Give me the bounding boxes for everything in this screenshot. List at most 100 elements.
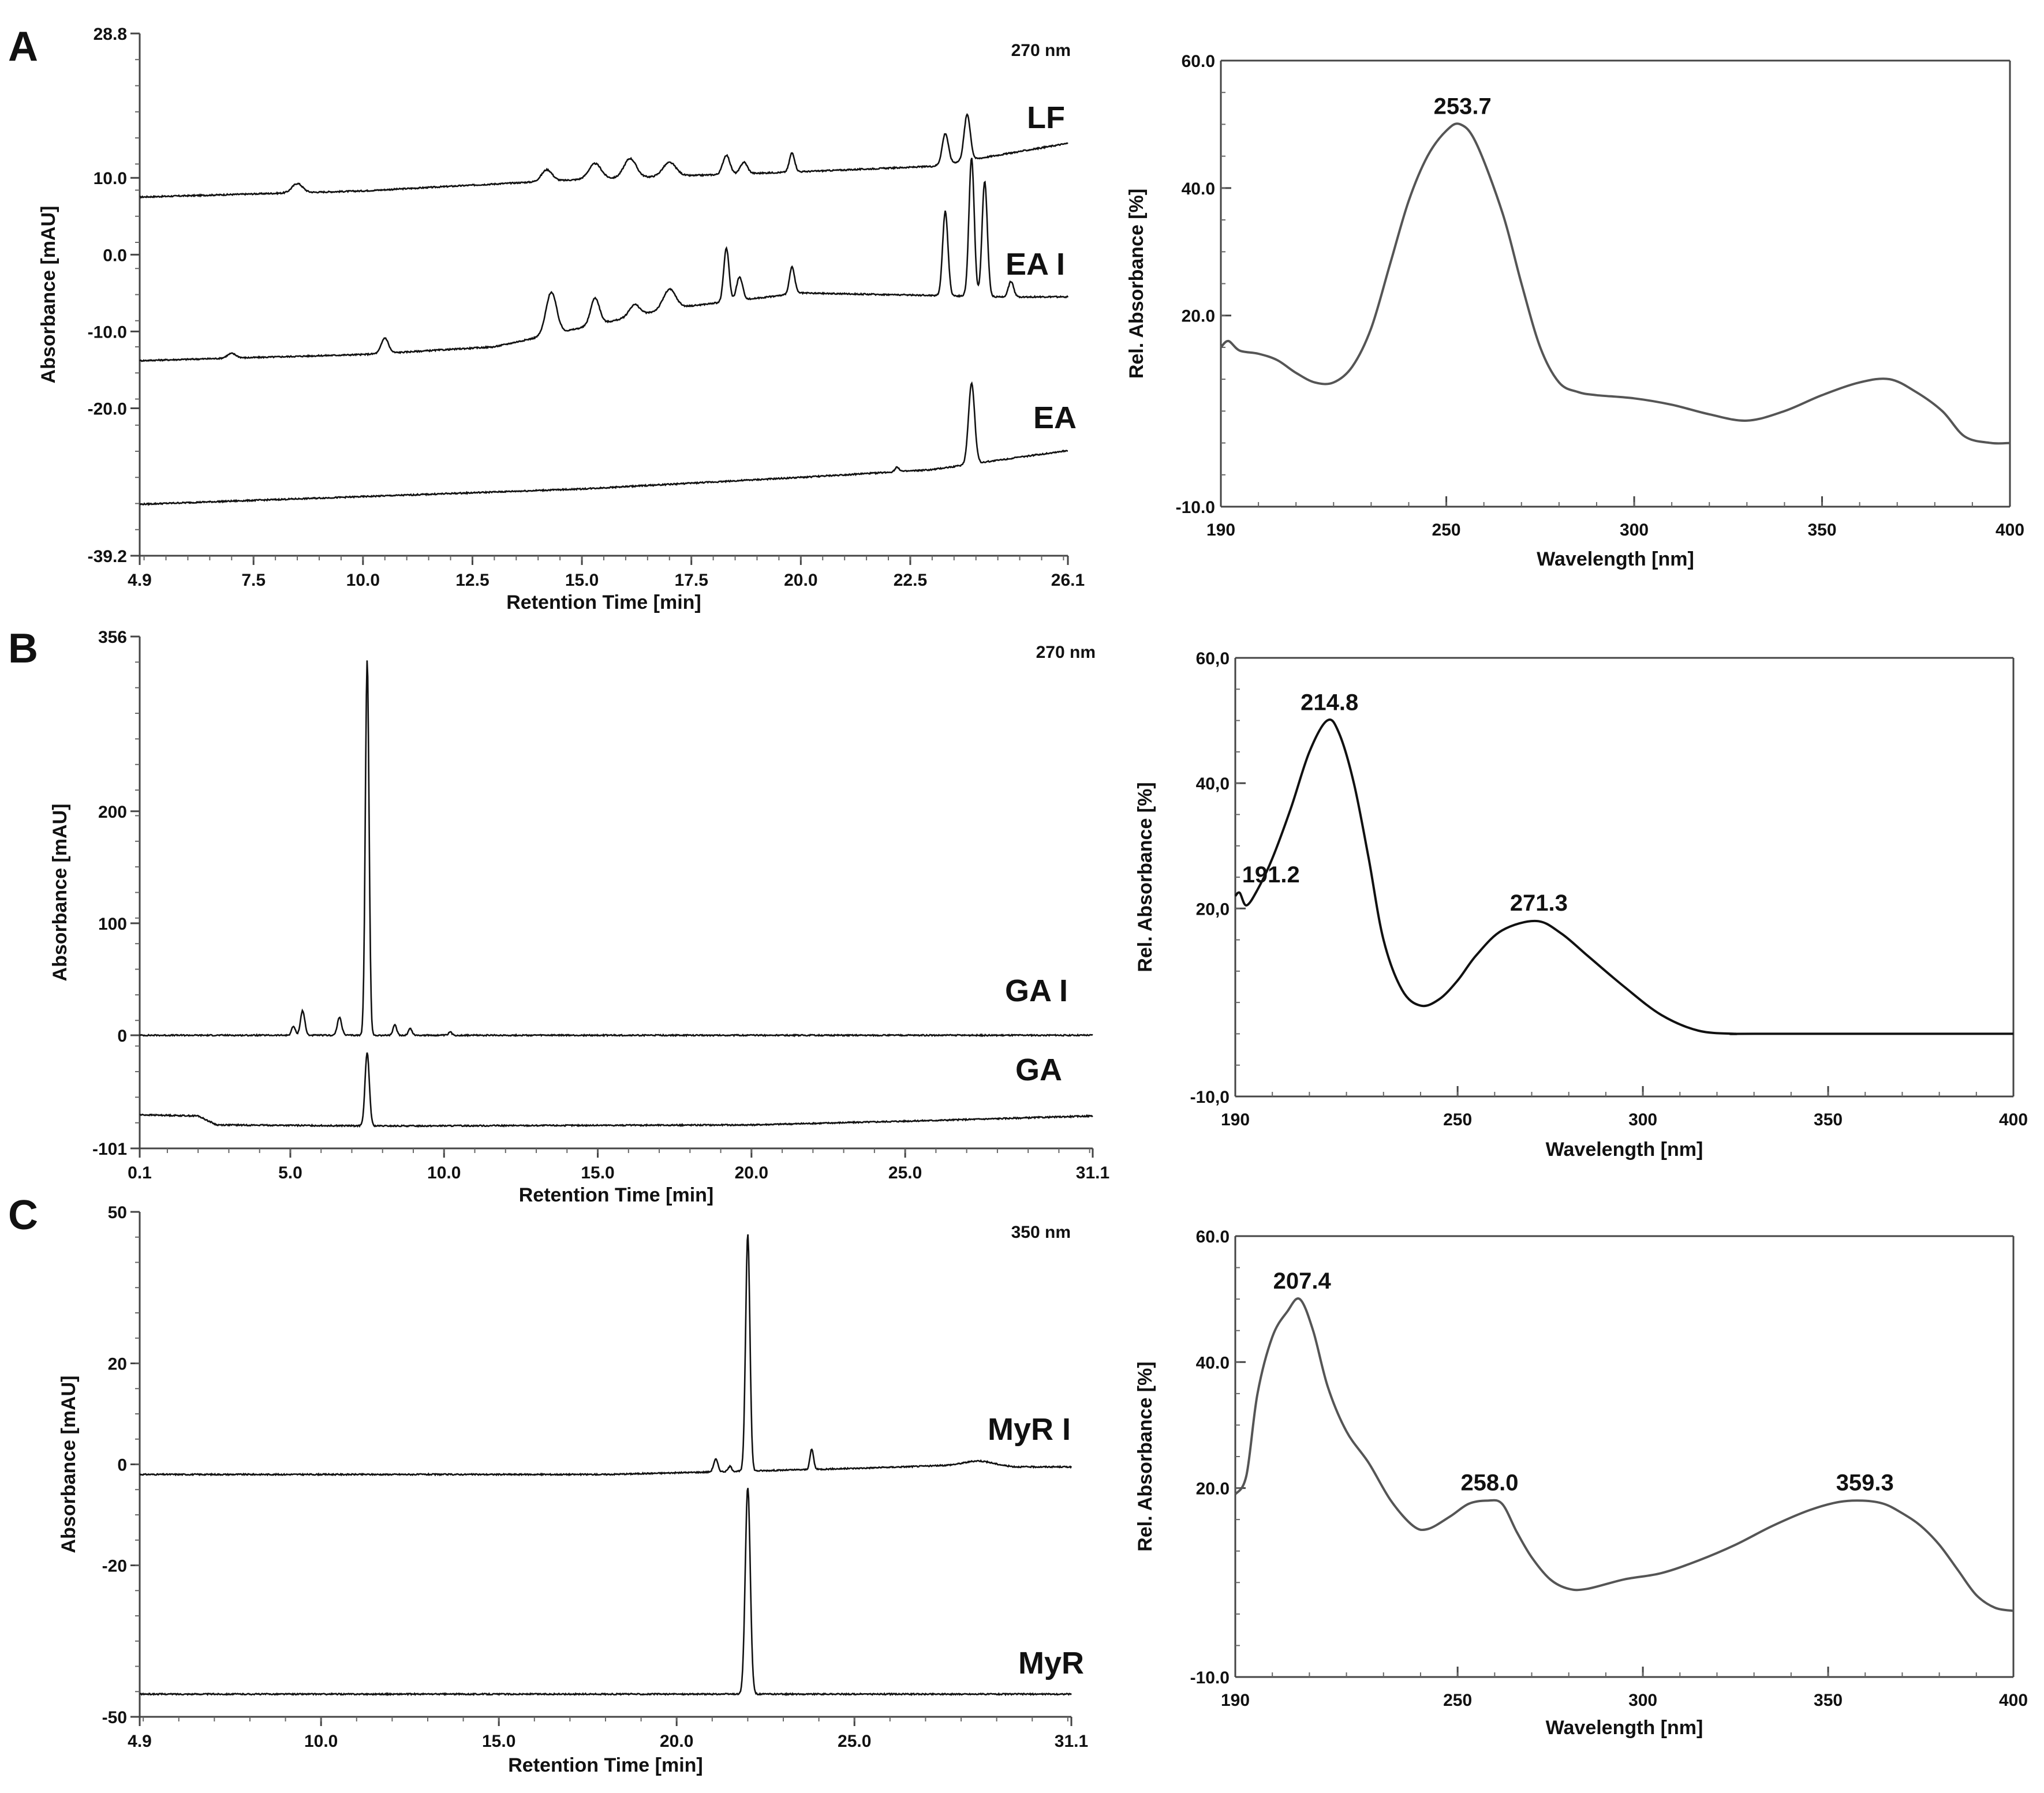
spectrum-curve bbox=[1234, 1297, 2014, 1612]
peak-label: 253.7 bbox=[1434, 93, 1492, 119]
y-axis-title: Absorbance [mAU] bbox=[58, 1376, 80, 1554]
y-tick-label: 20 bbox=[108, 1355, 127, 1374]
y-tick-label: 100 bbox=[98, 915, 127, 934]
y-tick-label: -10,0 bbox=[1190, 1088, 1230, 1107]
trace-ea bbox=[139, 381, 1068, 507]
peak-label: 271.3 bbox=[1510, 890, 1568, 916]
x-tick-label: 20.0 bbox=[660, 1732, 693, 1751]
y-axis-title: Rel. Absorbance [%] bbox=[1134, 1361, 1156, 1551]
x-tick-label: 15.0 bbox=[565, 571, 599, 590]
y-tick-label: -10.0 bbox=[1190, 1668, 1230, 1687]
panel-letter: B bbox=[8, 626, 38, 672]
y-tick-label: 40.0 bbox=[1196, 1353, 1230, 1372]
y-tick-label: 356 bbox=[98, 628, 127, 647]
y-tick-label: 40,0 bbox=[1196, 774, 1230, 793]
trace-label: MyR bbox=[1018, 1646, 1084, 1680]
y-tick-label: 60.0 bbox=[1196, 1227, 1230, 1247]
y-tick-label: 20,0 bbox=[1196, 900, 1230, 919]
x-axis-title: Wavelength [nm] bbox=[1546, 1139, 1703, 1161]
x-tick-label: 10.0 bbox=[346, 571, 380, 590]
detection-wavelength: 270 nm bbox=[1011, 41, 1071, 60]
y-tick-label: 0 bbox=[117, 1027, 127, 1046]
peak-label: 258.0 bbox=[1460, 1470, 1518, 1495]
x-tick-label: 190 bbox=[1221, 1110, 1250, 1129]
chromatogram-A: 4.9 7.5 10.0 12.5 15.0 17.5 20.0 22.5 26.1 28.8 10… bbox=[38, 25, 1085, 613]
x-tick-label: 250 bbox=[1432, 521, 1461, 540]
x-tick-label: 26.1 bbox=[1051, 571, 1085, 590]
y-tick-label: 60.0 bbox=[1182, 52, 1215, 71]
y-tick-label: 28.8 bbox=[94, 25, 127, 44]
x-tick-label: 17.5 bbox=[675, 571, 708, 590]
detection-wavelength: 350 nm bbox=[1011, 1223, 1071, 1242]
panel-letter: A bbox=[8, 24, 38, 70]
chromatogram-C: 4.9 10.0 15.0 20.0 25.0 31.1 50 20 0 -20 -50 Retent… bbox=[58, 1203, 1088, 1776]
spectrum-curve bbox=[1234, 718, 2013, 1035]
y-tick-label: 0.0 bbox=[103, 246, 127, 265]
y-tick-label: -39.2 bbox=[88, 547, 127, 566]
x-tick-label: 31.1 bbox=[1055, 1732, 1088, 1751]
x-tick-label: 400 bbox=[1999, 1110, 2028, 1129]
peak-label: 214.8 bbox=[1301, 690, 1358, 716]
peak-label: 191.2 bbox=[1242, 862, 1300, 888]
uv-spectrum-C: 190 250 300 350 400 60.0 40.0 20.0 -10.0 Waveleng… bbox=[1134, 1227, 2028, 1739]
x-tick-label: 250 bbox=[1443, 1691, 1472, 1710]
panel-letter: C bbox=[8, 1192, 38, 1238]
x-tick-label: 10.0 bbox=[427, 1163, 461, 1182]
x-axis-title: Retention Time [min] bbox=[508, 1754, 703, 1776]
trace-label: EA bbox=[1033, 400, 1077, 435]
x-tick-label: 4.9 bbox=[128, 1732, 152, 1751]
trace-label: LF bbox=[1027, 100, 1065, 135]
y-tick-label: -10.0 bbox=[1176, 498, 1215, 517]
y-tick-label: 10.0 bbox=[94, 169, 127, 188]
y-tick-label: 0 bbox=[117, 1456, 127, 1475]
x-tick-label: 190 bbox=[1206, 521, 1235, 540]
y-tick-label: 60,0 bbox=[1196, 649, 1230, 668]
x-tick-label: 31.1 bbox=[1076, 1163, 1109, 1182]
trace-label: EA I bbox=[1006, 247, 1065, 282]
y-tick-label: 200 bbox=[98, 803, 127, 822]
trace-ea-i bbox=[139, 158, 1069, 362]
x-tick-label: 400 bbox=[1999, 1691, 2028, 1710]
y-tick-label: 50 bbox=[108, 1203, 127, 1222]
x-tick-label: 4.9 bbox=[128, 571, 152, 590]
x-tick-label: 0.1 bbox=[128, 1163, 152, 1182]
chromatogram-B: 0.1 5.0 10.0 15.0 20.0 25.0 31.1 356 200 100 0 -101… bbox=[49, 628, 1109, 1206]
x-tick-label: 7.5 bbox=[241, 571, 266, 590]
x-tick-label: 15.0 bbox=[482, 1732, 515, 1751]
x-tick-label: 350 bbox=[1814, 1691, 1843, 1710]
y-axis-title: Rel. Absorbance [%] bbox=[1134, 782, 1156, 972]
y-tick-label: 20.0 bbox=[1182, 307, 1215, 326]
x-axis-title: Wavelength [nm] bbox=[1546, 1717, 1703, 1739]
x-tick-label: 20.0 bbox=[735, 1163, 768, 1182]
x-tick-label: 15.0 bbox=[581, 1163, 614, 1182]
x-tick-label: 400 bbox=[1996, 521, 2024, 540]
y-tick-label: -20 bbox=[102, 1557, 127, 1576]
x-axis-title: Retention Time [min] bbox=[506, 592, 701, 613]
trace-ga bbox=[139, 1052, 1093, 1128]
trace-label: GA I bbox=[1005, 974, 1068, 1008]
x-tick-label: 20.0 bbox=[784, 571, 817, 590]
y-tick-label: -20.0 bbox=[88, 399, 127, 418]
x-tick-label: 25.0 bbox=[838, 1732, 871, 1751]
spectrum-curve bbox=[1220, 122, 2011, 445]
x-tick-label: 5.0 bbox=[278, 1163, 302, 1182]
x-tick-label: 250 bbox=[1443, 1110, 1472, 1129]
trace-label: GA bbox=[1015, 1053, 1062, 1087]
x-tick-label: 300 bbox=[1628, 1110, 1657, 1129]
detection-wavelength: 270 nm bbox=[1036, 643, 1096, 662]
y-tick-label: -10.0 bbox=[88, 323, 127, 342]
uv-spectrum-B: 190 250 300 350 400 60,0 40,0 20,0 -10,0 Waveleng… bbox=[1134, 649, 2028, 1161]
trace-ga-i bbox=[139, 660, 1093, 1038]
y-axis-title: Absorbance [mAU] bbox=[38, 206, 59, 384]
x-tick-label: 12.5 bbox=[455, 571, 489, 590]
uv-spectrum-A: 190 250 300 350 400 60.0 40.0 20.0 -10.0 Waveleng… bbox=[1126, 52, 2024, 570]
y-axis-title: Rel. Absorbance [%] bbox=[1126, 189, 1148, 379]
trace-myr-i bbox=[139, 1234, 1073, 1477]
y-tick-label: 20.0 bbox=[1196, 1480, 1230, 1499]
x-axis-title: Wavelength [nm] bbox=[1537, 548, 1694, 570]
trace-label: MyR I bbox=[988, 1412, 1071, 1447]
peak-label: 359.3 bbox=[1836, 1470, 1894, 1495]
x-tick-label: 25.0 bbox=[888, 1163, 922, 1182]
trace-lf bbox=[139, 113, 1068, 199]
